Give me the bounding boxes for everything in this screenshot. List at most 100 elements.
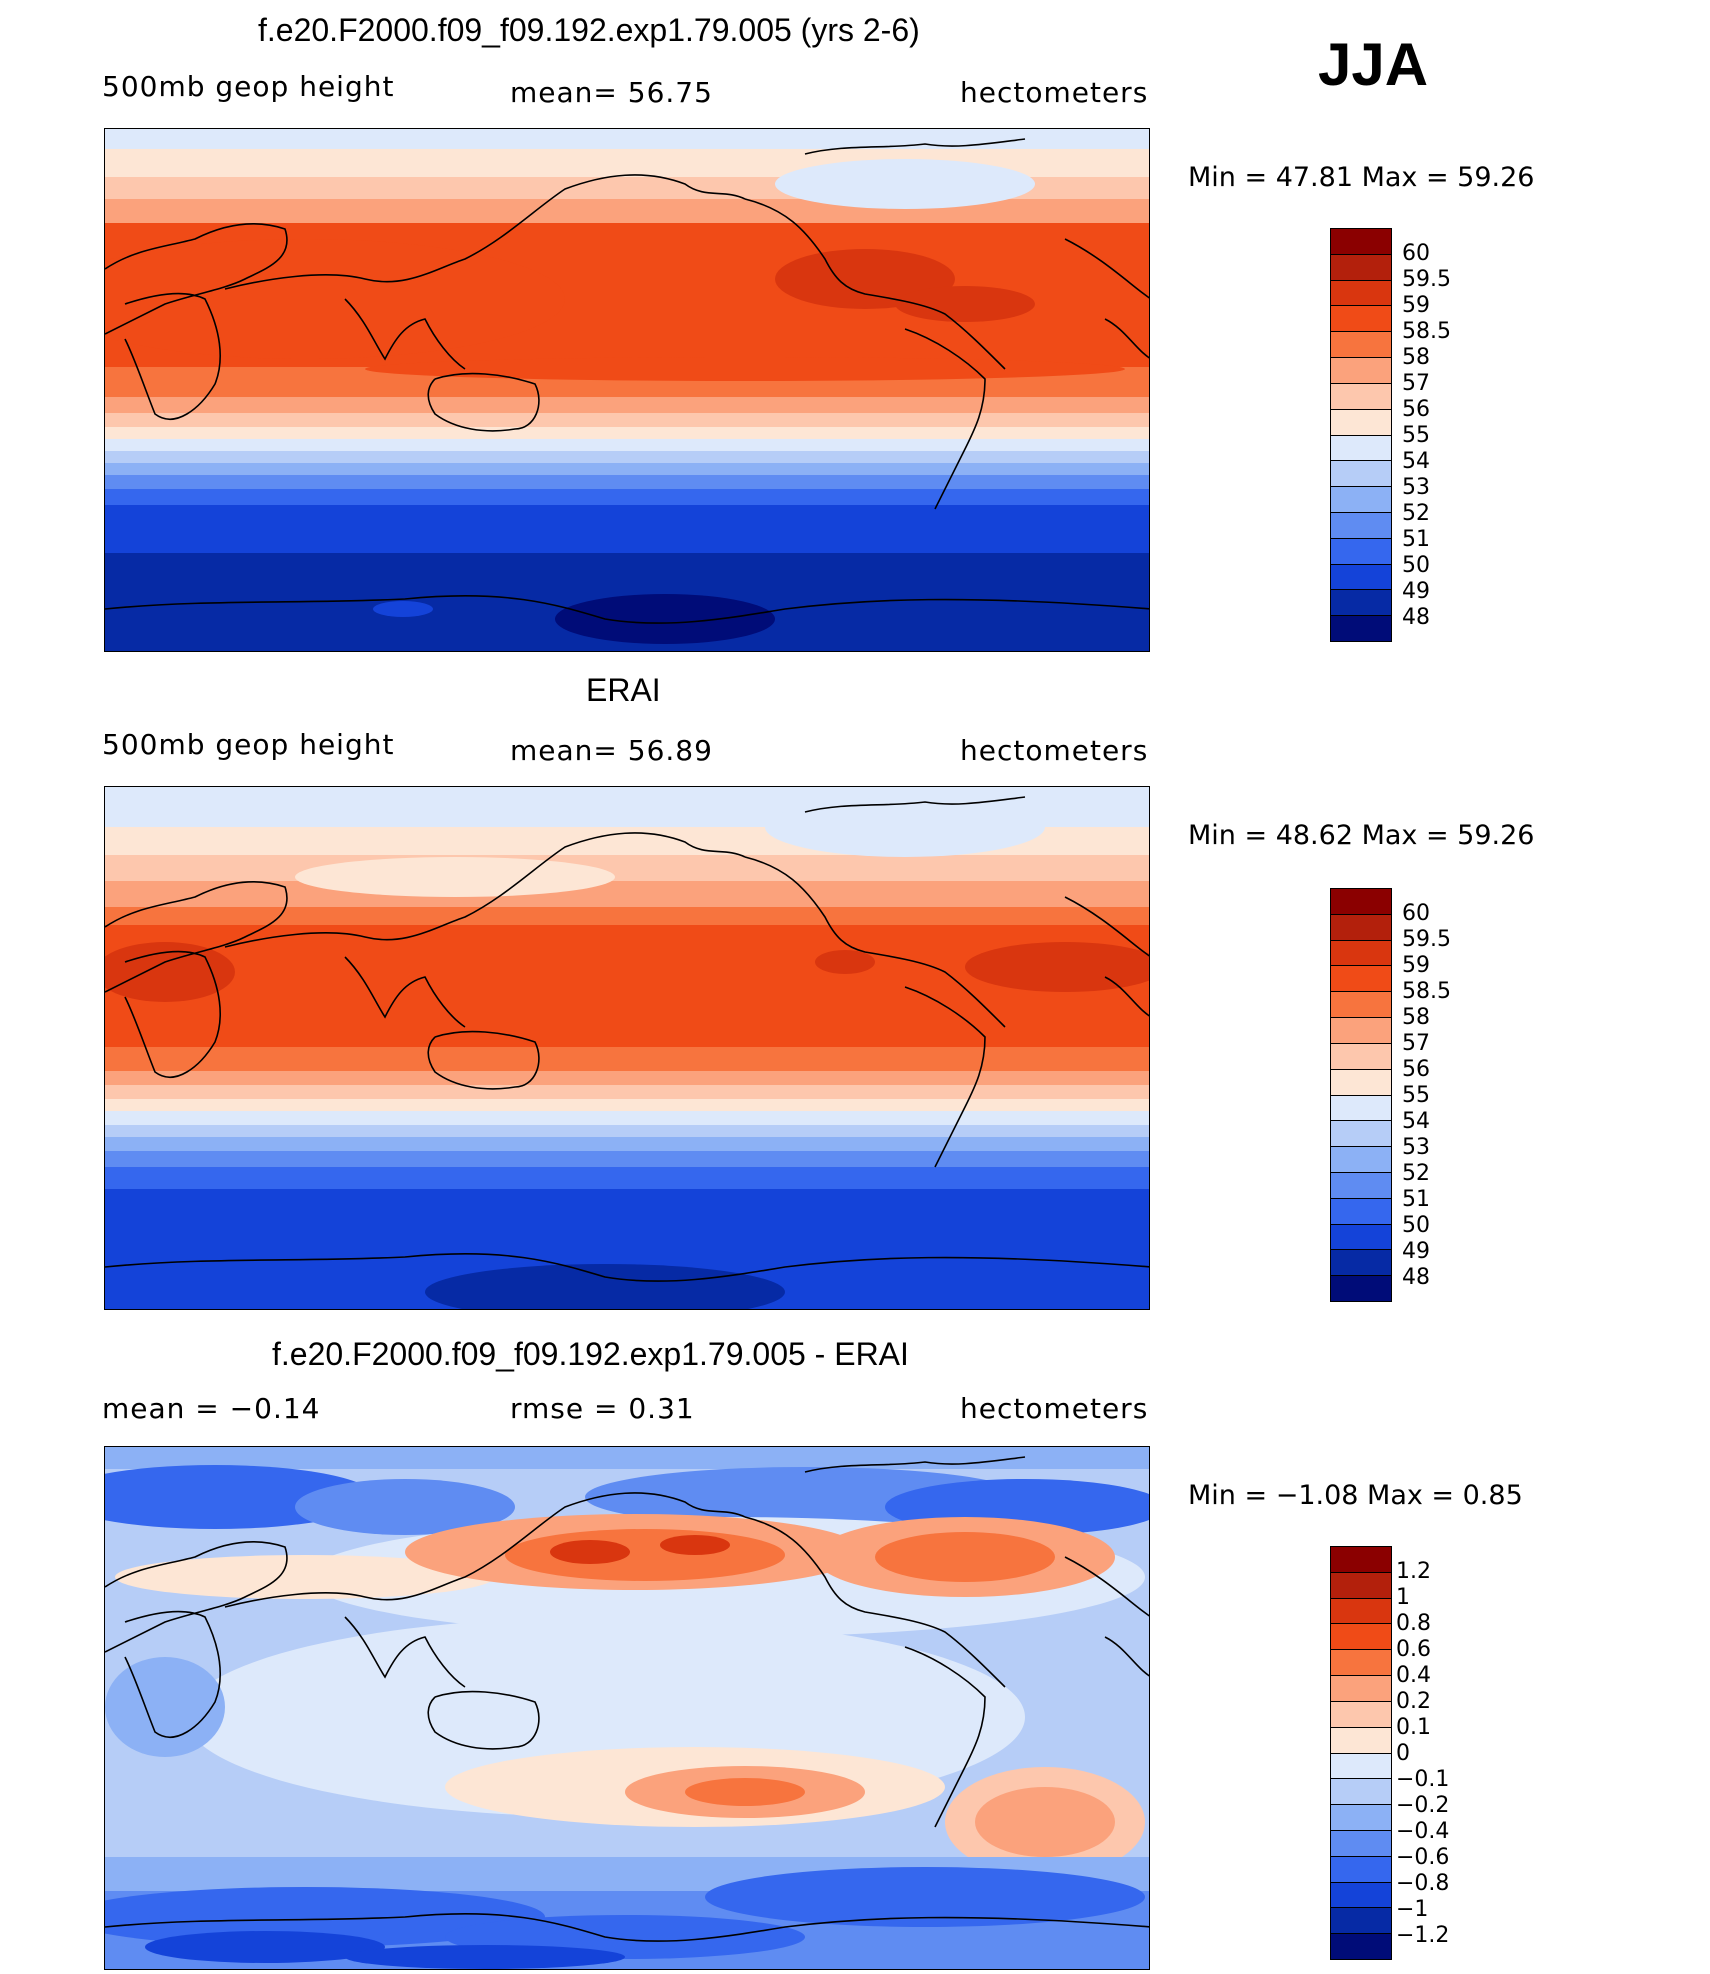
colorbar-swatch [1331, 1856, 1391, 1883]
panel-2-contour-fill [105, 787, 1149, 1309]
colorbar-swatch [1331, 1650, 1391, 1677]
colorbar-label: 49 [1402, 1239, 1430, 1264]
colorbar-swatch [1331, 889, 1391, 915]
colorbar-swatch [1331, 1198, 1391, 1225]
colorbar-swatch [1331, 1676, 1391, 1702]
colorbar-label: 51 [1402, 527, 1430, 552]
colorbar-label: 48 [1402, 1265, 1430, 1290]
colorbar-swatch [1331, 1276, 1391, 1301]
colorbar-label: 59 [1402, 293, 1430, 318]
colorbar-label: 1 [1396, 1585, 1410, 1610]
colorbar-label: 58.5 [1402, 319, 1451, 344]
colorbar-swatch [1331, 538, 1391, 565]
colorbar-swatch [1331, 229, 1391, 255]
colorbar-swatch [1331, 1830, 1391, 1857]
panel-3-title: f.e20.F2000.f09_f09.192.exp1.79.005 - ER… [272, 1336, 909, 1372]
colorbar-label: 54 [1402, 449, 1430, 474]
colorbar-swatch [1331, 512, 1391, 539]
colorbar-swatch [1331, 487, 1391, 513]
panel-2-colorbar-labels: 60 59.5 59 58.5 58 57 56 55 54 53 52 51 … [1402, 888, 1482, 1302]
colorbar-label: 58 [1402, 345, 1430, 370]
colorbar-swatch [1331, 332, 1391, 359]
colorbar-swatch [1331, 1043, 1391, 1070]
colorbar-swatch [1331, 1547, 1391, 1573]
colorbar-swatch [1331, 1598, 1391, 1625]
colorbar-swatch [1331, 435, 1391, 462]
colorbar-swatch [1331, 1018, 1391, 1044]
colorbar-label: 49 [1402, 579, 1430, 604]
colorbar-label: 0.6 [1396, 1637, 1431, 1662]
panel-3-units-label: hectometers [960, 1392, 1149, 1425]
colorbar-label: 58.5 [1402, 979, 1451, 1004]
panel-2-mean-label: mean= 56.89 [510, 734, 713, 767]
panel-2-units-label: hectometers [960, 734, 1149, 767]
colorbar-label: 59 [1402, 953, 1430, 978]
colorbar-label: 51 [1402, 1187, 1430, 1212]
colorbar-label: 48 [1402, 605, 1430, 630]
panel-3-colorbar-labels: 1.2 1 0.8 0.6 0.4 0.2 0.1 0 −0.1 −0.2 −0… [1396, 1546, 1486, 1960]
colorbar-label: −0.1 [1396, 1767, 1450, 1792]
colorbar-label: −1 [1396, 1897, 1429, 1922]
colorbar-swatch [1331, 1250, 1391, 1277]
colorbar-swatch [1331, 966, 1391, 993]
colorbar-swatch [1331, 1624, 1391, 1651]
colorbar-label: 57 [1402, 1031, 1430, 1056]
colorbar-label: 60 [1402, 241, 1430, 266]
colorbar-label: 56 [1402, 397, 1430, 422]
colorbar-label: 55 [1402, 423, 1430, 448]
colorbar-label: −0.4 [1396, 1819, 1450, 1844]
colorbar-swatch [1331, 1727, 1391, 1754]
colorbar-swatch [1331, 1069, 1391, 1096]
colorbar-label: 0.4 [1396, 1663, 1431, 1688]
panel-1-contour-fill [105, 129, 1149, 651]
colorbar-swatch [1331, 992, 1391, 1019]
colorbar-label: 53 [1402, 1135, 1430, 1160]
colorbar-label: −0.6 [1396, 1845, 1450, 1870]
colorbar-label: 52 [1402, 501, 1430, 526]
panel-1-units-label: hectometers [960, 76, 1149, 109]
colorbar-label: 57 [1402, 371, 1430, 396]
panel-3-colorbar [1330, 1546, 1392, 1960]
panel-1-map [104, 128, 1150, 652]
colorbar-swatch [1331, 1805, 1391, 1831]
panel-3-coastlines [105, 1456, 1149, 1942]
colorbar-label: 58 [1402, 1005, 1430, 1030]
colorbar-label: −1.2 [1396, 1923, 1450, 1948]
colorbar-swatch [1331, 590, 1391, 617]
colorbar-swatch [1331, 383, 1391, 410]
colorbar-label: 50 [1402, 1213, 1430, 1238]
panel-1-colorbar-labels: 60 59.5 59 58.5 58 57 56 55 54 53 52 51 … [1402, 228, 1482, 642]
colorbar-label: 1.2 [1396, 1559, 1431, 1584]
colorbar-label: 53 [1402, 475, 1430, 500]
colorbar-swatch [1331, 1934, 1391, 1959]
panel-2-minmax-label: Min = 48.62 Max = 59.26 [1188, 820, 1535, 851]
colorbar-swatch [1331, 1147, 1391, 1173]
panel-3-rmse-label: rmse = 0.31 [510, 1392, 695, 1425]
panel-2-coastlines [105, 796, 1149, 1282]
panel-1-variable-label: 500mb geop height [102, 70, 395, 103]
colorbar-swatch [1331, 1882, 1391, 1909]
colorbar-swatch [1331, 1121, 1391, 1148]
colorbar-label: 0.8 [1396, 1611, 1431, 1636]
colorbar-label: 0.1 [1396, 1715, 1431, 1740]
panel-3-minmax-label: Min = −1.08 Max = 0.85 [1188, 1480, 1523, 1511]
panel-3-mean-label: mean = −0.14 [102, 1392, 321, 1425]
panel-3-map [104, 1446, 1150, 1970]
panel-2-variable-label: 500mb geop height [102, 728, 395, 761]
colorbar-swatch [1331, 1172, 1391, 1199]
colorbar-swatch [1331, 254, 1391, 281]
panel-2-map [104, 786, 1150, 1310]
colorbar-swatch [1331, 1572, 1391, 1599]
colorbar-label: 59.5 [1402, 267, 1451, 292]
colorbar-label: 54 [1402, 1109, 1430, 1134]
colorbar-label: 0.2 [1396, 1689, 1431, 1714]
colorbar-swatch [1331, 1224, 1391, 1251]
colorbar-label: 55 [1402, 1083, 1430, 1108]
colorbar-swatch [1331, 1095, 1391, 1122]
colorbar-swatch [1331, 306, 1391, 333]
colorbar-swatch [1331, 1701, 1391, 1728]
colorbar-swatch [1331, 461, 1391, 488]
colorbar-swatch [1331, 616, 1391, 641]
panel-2-colorbar [1330, 888, 1392, 1302]
colorbar-swatch [1331, 358, 1391, 384]
